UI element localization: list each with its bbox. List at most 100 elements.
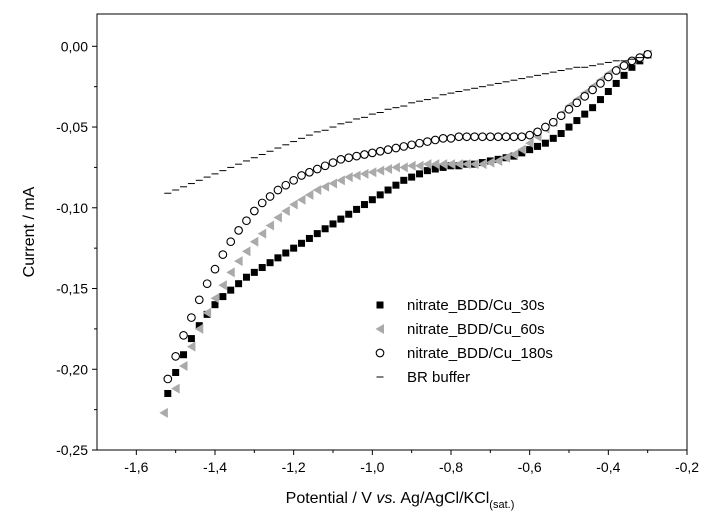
y-axis-label: Current / mA [21,186,38,277]
data-point [360,201,368,209]
y-tick-label: 0,00 [61,38,88,54]
data-point [219,293,227,301]
data-point [289,199,298,210]
data-point [509,132,519,142]
legend-marker [375,324,384,334]
data-point [588,85,597,95]
data-point [171,351,181,361]
data-point [273,212,282,223]
data-point [274,254,282,262]
data-point [344,153,354,163]
data-point [367,148,377,158]
data-point [359,168,369,179]
data-point [159,407,168,418]
data-point [541,122,550,132]
data-point [407,140,417,150]
data-point [596,79,605,88]
data-point [241,246,251,257]
y-tick-label: -0,10 [56,200,88,216]
data-point [320,161,330,171]
data-point [172,368,180,376]
data-point [257,228,267,239]
data-point [408,173,416,181]
data-point [234,256,243,267]
data-point [399,142,409,151]
data-point [430,135,440,145]
data-point [549,134,557,142]
legend-marker [375,348,385,358]
data-point [439,163,447,171]
data-point [423,167,431,175]
legend-label: nitrate_BDD/Cu_30s [407,297,545,314]
data-point [328,158,338,167]
data-point [589,104,597,112]
data-point [249,206,259,216]
data-point [164,389,172,397]
data-point [179,361,188,372]
y-tick-label: -0,25 [56,442,88,458]
data-point [391,143,401,153]
x-axis-label-prefix: Potential / V [286,490,377,507]
x-tick-label: -0,2 [675,459,699,475]
data-point [392,181,400,189]
data-point [265,192,275,201]
data-point [470,159,479,170]
data-point [415,138,424,148]
data-point [353,205,361,213]
data-point [282,249,290,257]
data-point [305,234,313,242]
data-point [179,330,188,340]
data-point [462,132,472,142]
data-point [297,194,306,205]
data-point [304,189,314,200]
data-point [517,132,527,142]
data-point [493,132,503,142]
data-point [273,185,283,195]
data-point [352,170,361,181]
data-point [533,127,542,137]
x-tick-label: -1,0 [360,459,384,475]
data-point [572,98,582,108]
data-point [477,159,487,170]
data-point [501,152,511,163]
data-point [620,71,628,79]
data-point [628,63,636,71]
data-point [180,351,188,359]
data-point [202,279,212,289]
data-point [368,196,376,204]
data-point [257,198,267,208]
data-point [336,175,345,186]
data-point [534,142,542,150]
data-point [290,244,298,252]
x-tick-label: -1,6 [124,459,148,475]
data-point [218,280,227,291]
x-axis-label-italic: vs. [376,490,396,507]
data-point [580,92,590,101]
data-point [485,157,495,168]
x-axis-label: Potential / V vs. Ag/AgCl/KCl(sat.) [286,490,515,511]
data-point [227,286,235,294]
data-point [210,264,220,274]
x-tick-label: -1,2 [282,459,306,475]
data-point [611,66,621,75]
data-point [281,180,291,190]
data-point [415,160,424,171]
data-point [305,167,314,177]
y-tick-label: -0,15 [56,281,88,297]
data-point [470,132,479,142]
data-point [446,133,456,143]
data-point [337,215,345,223]
data-point [345,210,353,218]
data-point [573,117,581,125]
data-point [266,259,274,267]
data-point [391,162,400,173]
x-axis-label-subscript: (sat.) [489,499,514,511]
x-axis: -1,6 -1,4 -1,2 -1,0 -0,8 -0,6 -0,4 -0,2 [124,450,699,475]
data-point [375,146,385,156]
data-point [226,237,236,247]
data-point [171,383,180,394]
y-tick-label: -0,05 [56,119,88,135]
data-point [454,132,464,142]
data-point [438,159,448,170]
data-point [399,162,408,173]
